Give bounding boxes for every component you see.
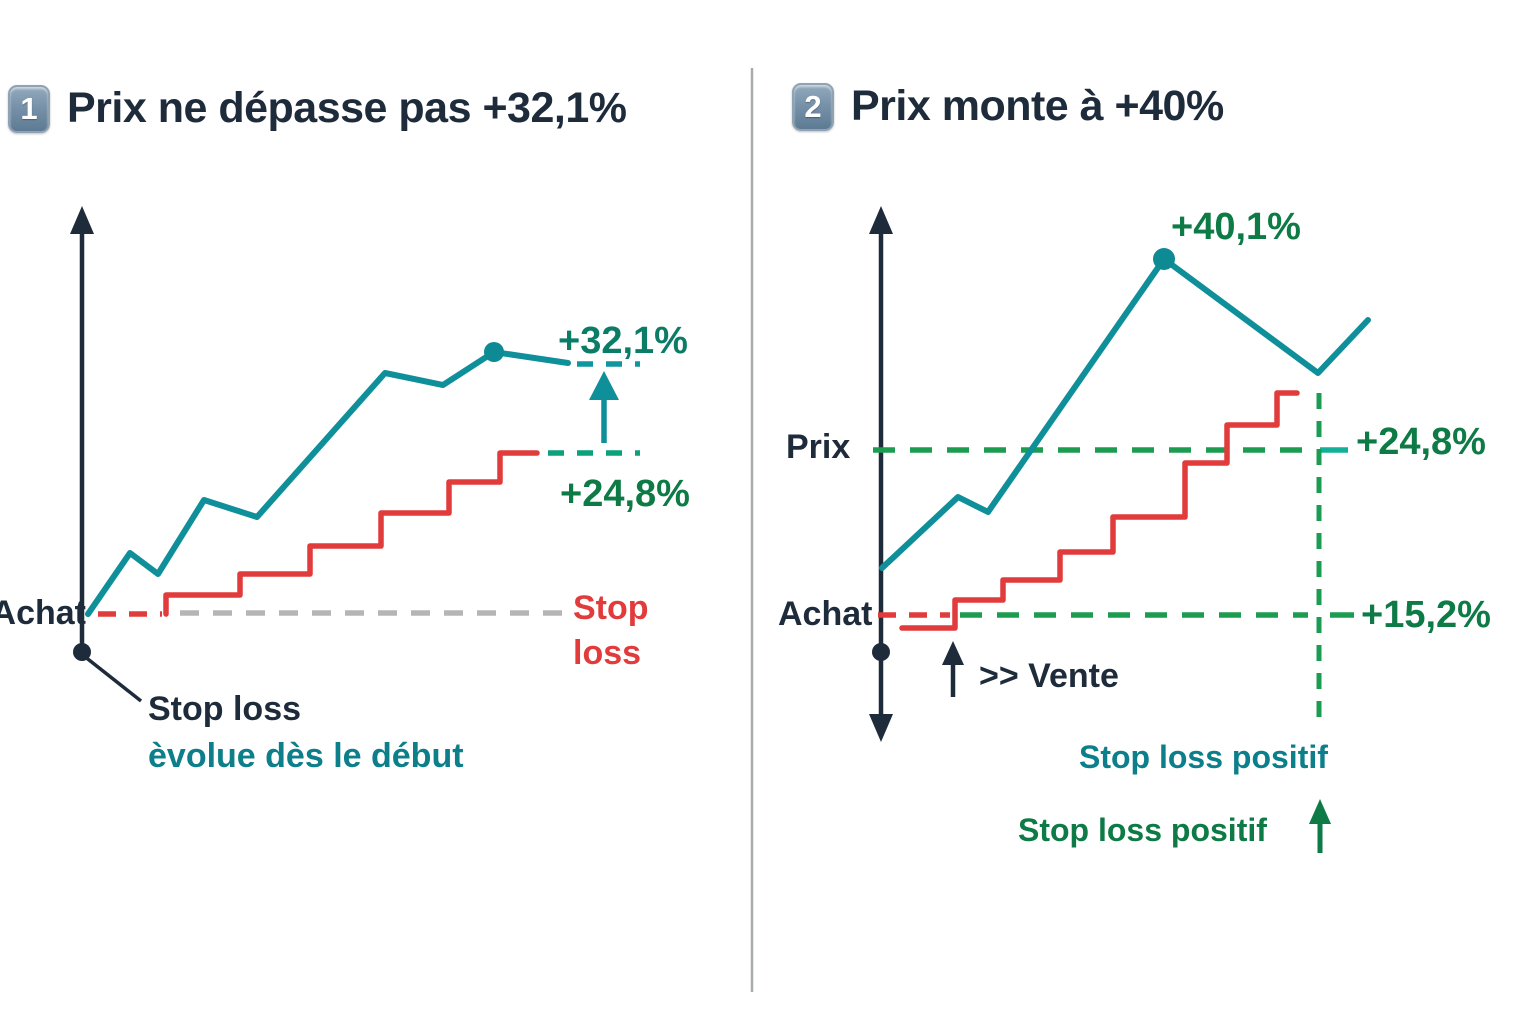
stop-pct-label: +15,2% [1361,594,1491,636]
achat-label: Achat [0,594,86,632]
peak-pct-label: +32,1% [558,320,688,362]
price-peak-dot [1153,248,1175,270]
price-peak-dot [484,342,504,362]
callout-line2: èvolue dès le début [148,737,464,775]
stop-loss-label: Stop loss [573,589,649,672]
sell-pct-label: +24,8% [1356,421,1486,463]
achat-label: Achat [778,595,873,633]
panel1-axis [70,206,143,703]
stop-positif-arrow-icon [1309,799,1331,853]
axis-up-arrow-icon [70,206,94,234]
stop-positif-green-label: Stop loss positif [1018,812,1267,848]
vente-label: >> Vente [979,657,1119,695]
panel2-header: 2 Prix monte à +40% [792,82,1224,131]
panel2-axis [869,206,893,742]
stoploss-step-line [899,390,1300,631]
prix-label: Prix [786,428,851,466]
panel1-title: Prix ne dépasse pas +32,1% [67,84,627,132]
callout-line1: Stop loss [148,690,302,728]
stoploss-step-line [163,450,540,617]
axis-up-arrow-icon [869,206,893,234]
peak-pct-label: +40,1% [1171,206,1301,248]
axis-down-arrow-icon [869,714,893,742]
gap-arrow-icon [589,371,619,443]
stop-positif-teal-label: Stop loss positif [1079,739,1328,775]
keycap-1-icon: 1 [8,84,50,133]
panel2-title: Prix monte à +40% [851,82,1224,130]
callout-connector [82,654,143,703]
price-line [85,349,571,617]
panel1-header: 1 Prix ne dépasse pas +32,1% [8,84,627,133]
origin-dot [872,643,890,661]
vente-arrow-icon [942,641,964,697]
price-line [879,256,1371,571]
stop-pct-label: +24,8% [560,473,690,515]
keycap-2-icon: 2 [792,82,834,131]
